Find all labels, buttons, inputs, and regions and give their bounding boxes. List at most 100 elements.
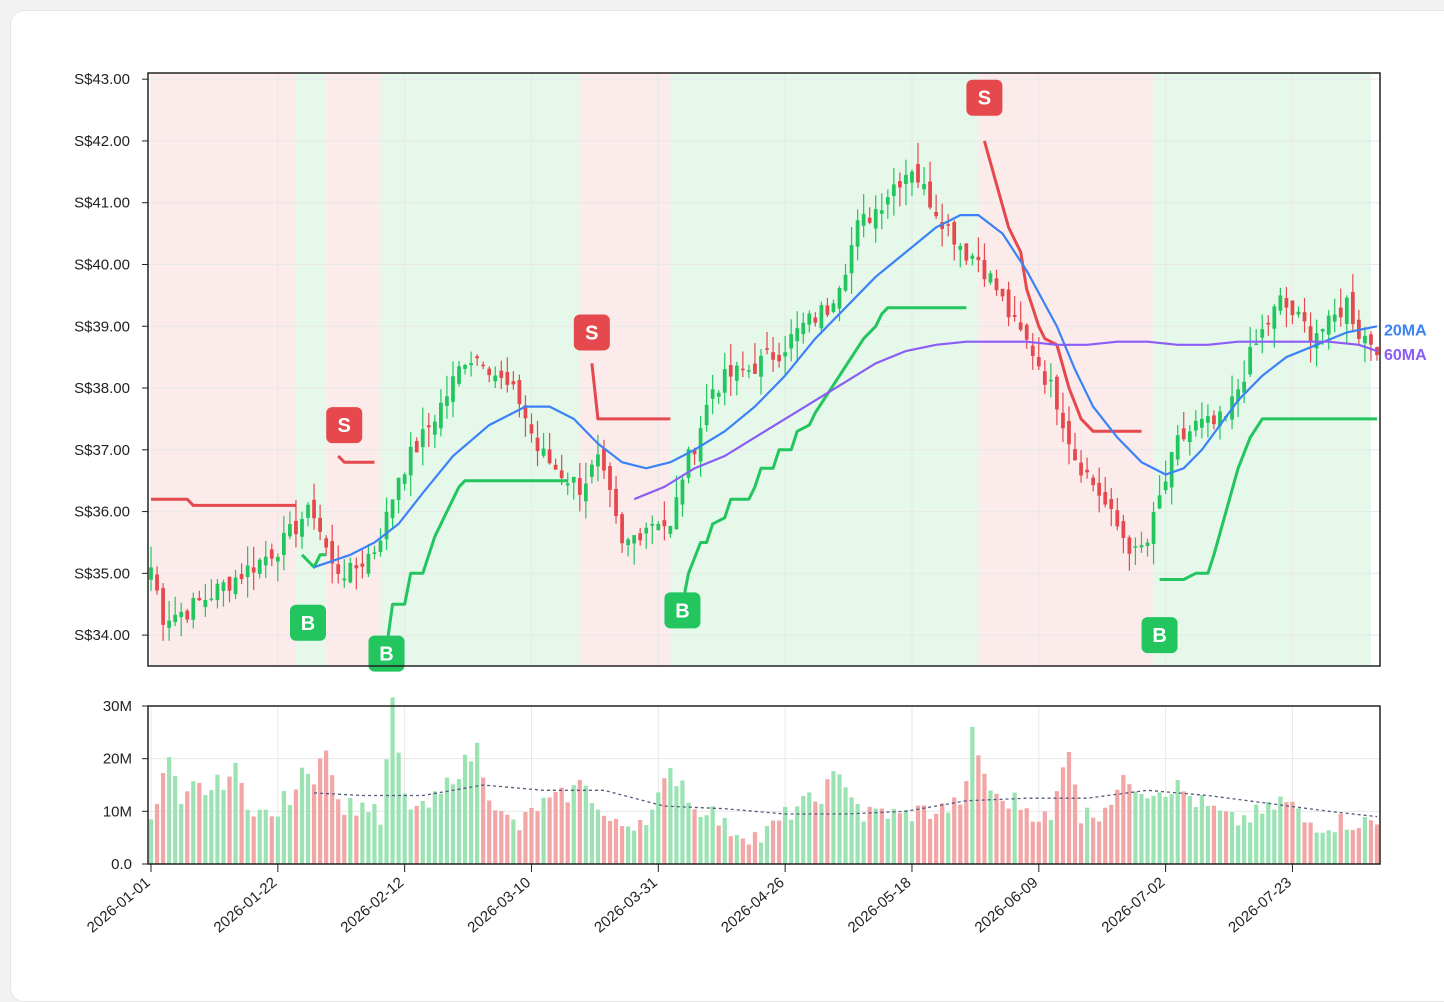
volume-bar xyxy=(1072,784,1078,864)
long-regime-band xyxy=(295,73,327,666)
volume-bar xyxy=(559,787,564,864)
volume-bar xyxy=(740,838,745,864)
volume-bar xyxy=(1302,822,1307,864)
volume-bar xyxy=(565,802,570,864)
signal-label: B xyxy=(301,613,315,635)
candle-body xyxy=(885,197,890,205)
candle-body xyxy=(451,376,455,402)
date-tick-label: 2026-07-23 xyxy=(1225,874,1295,936)
volume-bar xyxy=(336,799,341,864)
volume-bar xyxy=(1332,832,1337,864)
volume-bar xyxy=(776,820,782,864)
candle xyxy=(734,361,739,396)
price-tick-label: S$38.00 xyxy=(74,380,130,397)
candle-body xyxy=(692,449,697,455)
volume-bar xyxy=(475,742,480,864)
candle-body xyxy=(263,556,268,566)
candle-body xyxy=(306,504,310,518)
candle-body xyxy=(1302,312,1307,322)
candle-body xyxy=(614,488,618,517)
candle-body xyxy=(1254,343,1259,346)
candle-body xyxy=(1296,311,1301,315)
candle xyxy=(469,351,473,377)
candle-body xyxy=(251,567,256,573)
candle xyxy=(1302,297,1307,333)
candle xyxy=(680,474,685,517)
long-regime-band xyxy=(1153,73,1371,666)
volume-bar xyxy=(734,834,739,864)
volume-bar xyxy=(1012,792,1017,864)
candle xyxy=(879,193,884,230)
volume-bar xyxy=(366,812,371,864)
volume-bar xyxy=(1000,800,1005,864)
volume-bar xyxy=(372,803,377,864)
candle xyxy=(632,535,637,565)
candle xyxy=(910,169,914,197)
volume-bar xyxy=(674,786,679,864)
candle-body xyxy=(294,520,298,535)
candle xyxy=(414,437,419,453)
candle xyxy=(1344,295,1349,344)
ma20-line xyxy=(313,214,1378,569)
candle xyxy=(149,546,153,591)
candle-body xyxy=(946,224,951,226)
candle-body xyxy=(1242,381,1247,393)
candle xyxy=(873,195,878,243)
candle-body xyxy=(1145,542,1150,546)
short-regime-band xyxy=(326,73,381,666)
volume-bar xyxy=(1187,796,1192,864)
candle xyxy=(656,521,661,531)
candle xyxy=(795,311,800,363)
candle xyxy=(1212,410,1216,430)
candle xyxy=(1151,501,1156,565)
volume-bar xyxy=(1163,796,1168,864)
volume-bar xyxy=(1314,832,1319,864)
volume-bar xyxy=(1356,828,1361,864)
candle-body xyxy=(620,514,624,544)
volume-bar xyxy=(1308,822,1313,864)
candle-body xyxy=(499,370,504,378)
candle xyxy=(288,511,292,540)
candle-body xyxy=(523,405,528,419)
candle-body xyxy=(1139,545,1144,548)
volume-bar xyxy=(1248,822,1253,864)
signal-badge xyxy=(664,592,701,629)
candle xyxy=(1169,451,1174,505)
volume-bar xyxy=(354,815,359,864)
candle xyxy=(928,161,932,210)
volume-bar xyxy=(915,805,921,864)
candle xyxy=(1326,310,1331,350)
candle-body xyxy=(1193,420,1198,431)
candle xyxy=(565,472,570,495)
volume-bar xyxy=(154,803,160,864)
long-stop-line xyxy=(681,306,967,605)
candle xyxy=(1290,300,1295,325)
volume-bar xyxy=(1235,825,1241,864)
candle-body xyxy=(1284,298,1289,308)
candle xyxy=(1024,323,1029,349)
candle-body xyxy=(1181,428,1186,440)
volume-bar xyxy=(680,780,685,864)
candle xyxy=(716,389,721,404)
candle-body xyxy=(1350,291,1355,325)
candle-body xyxy=(1375,347,1379,356)
date-tick-label: 2026-01-01 xyxy=(84,874,154,936)
candle-body xyxy=(288,524,292,537)
candle-body xyxy=(1369,334,1373,345)
candle xyxy=(294,500,298,548)
candle-body xyxy=(390,499,395,519)
candle xyxy=(861,194,866,238)
candle xyxy=(1278,287,1283,315)
candle xyxy=(1375,346,1379,361)
volume-bar xyxy=(1175,780,1180,864)
candle xyxy=(1097,467,1102,513)
candle-body xyxy=(813,317,818,323)
candle xyxy=(426,412,431,448)
candle xyxy=(553,458,558,470)
volume-bar xyxy=(632,830,637,864)
candle xyxy=(1006,281,1011,327)
candle xyxy=(215,578,220,609)
candle-body xyxy=(469,363,473,366)
candle-body xyxy=(402,474,407,484)
candle-body xyxy=(1127,537,1132,554)
